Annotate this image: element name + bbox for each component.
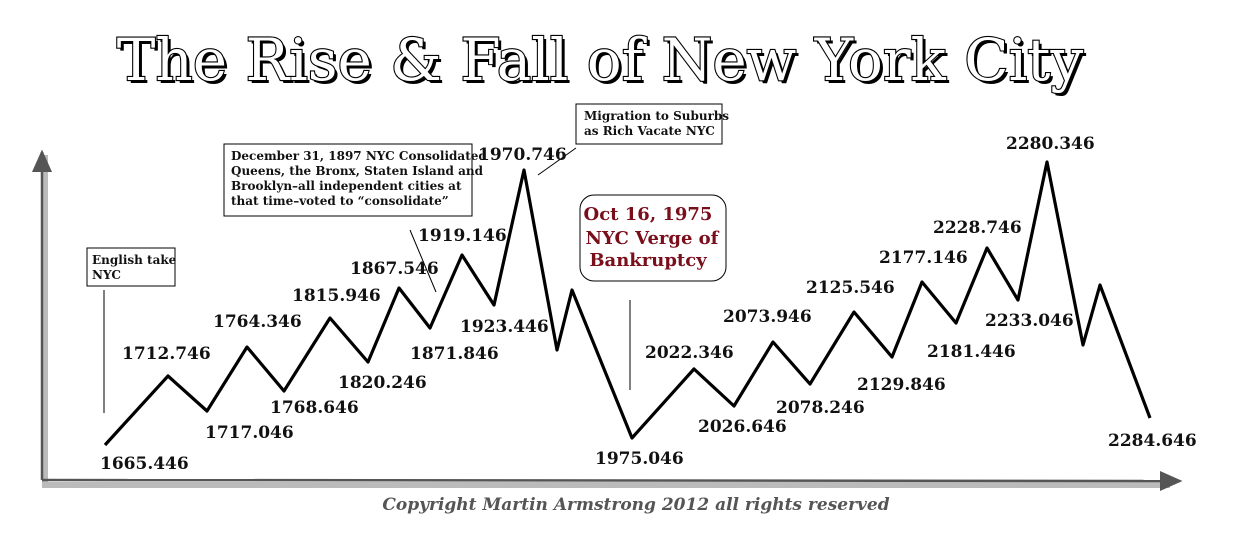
value-label: 1970.746	[478, 145, 567, 165]
chart-title-group: The Rise & Fall of New York City The Ris…	[116, 25, 1087, 97]
value-label: 1820.246	[338, 373, 427, 393]
annotation-line: Queens, the Bronx, Staten Island and	[231, 164, 484, 178]
pointer-lines	[103, 147, 631, 413]
value-label: 2073.946	[723, 307, 812, 327]
annotation-consolidation: December 31, 1897 NYC Consolidated Queen…	[223, 143, 487, 217]
annotation-bankruptcy: Oct 16, 1975 NYC Verge of Bankruptcy	[579, 194, 727, 282]
value-label: 2280.346	[1006, 134, 1095, 154]
annotation-line: English take	[92, 253, 177, 267]
value-label: 1712.746	[122, 344, 211, 364]
value-label: 2129.846	[857, 375, 946, 395]
annotation-line: Migration to Suburbs	[584, 109, 729, 123]
chart-title-shadow: The Rise & Fall of New York City	[120, 29, 1087, 97]
value-label: 1815.946	[292, 286, 381, 306]
value-labels: 1665.446 1712.746 1717.046 1764.346 1768…	[100, 134, 1197, 474]
annotation-line: Oct 16, 1975	[584, 204, 713, 225]
annotation-line: Brooklyn–all independent cities at	[231, 179, 462, 193]
annotation-box	[575, 103, 723, 145]
axis-shadow	[42, 155, 1170, 488]
annotation-line: that time–voted to “consolidate”	[231, 194, 449, 208]
annotation-box	[86, 247, 176, 287]
value-label: 1717.046	[205, 423, 294, 443]
annotation-line: Bankruptcy	[589, 250, 707, 271]
value-label: 1665.446	[100, 454, 189, 474]
value-label: 2078.246	[776, 398, 865, 418]
value-label: 2228.746	[933, 218, 1022, 238]
value-label: 2284.646	[1108, 431, 1197, 451]
value-label: 1768.646	[270, 398, 359, 418]
annotation-line: December 31, 1897 NYC Consolidated	[231, 149, 487, 163]
annotation-english: English take NYC	[86, 247, 177, 287]
series-line	[103, 160, 1152, 447]
annotation-box	[223, 143, 473, 217]
value-label: 2022.346	[645, 343, 734, 363]
value-label: 1975.046	[595, 449, 684, 469]
annotation-box	[579, 194, 727, 282]
value-label: 2026.646	[698, 417, 787, 437]
x-axis	[41, 470, 1183, 491]
chart-title: The Rise & Fall of New York City	[117, 26, 1084, 94]
copyright-text: Copyright Martin Armstrong 2012 all righ…	[382, 495, 889, 515]
value-label: 2177.146	[879, 248, 968, 268]
value-label: 1919.146	[418, 226, 507, 246]
value-label: 2125.546	[806, 278, 895, 298]
annotation-line: NYC Verge of	[586, 228, 720, 249]
value-label: 2181.446	[927, 342, 1016, 362]
pointer-migration	[537, 147, 577, 176]
value-label: 2233.046	[985, 311, 1074, 331]
value-label: 1867.546	[350, 259, 439, 279]
axes	[32, 149, 1183, 491]
value-label: 1871.846	[410, 344, 499, 364]
annotation-line: NYC	[92, 268, 121, 282]
annotation-migration: Migration to Suburbs as Rich Vacate NYC	[575, 103, 729, 145]
value-label: 1764.346	[213, 312, 302, 332]
value-label: 1923.446	[460, 317, 549, 337]
annotation-line: as Rich Vacate NYC	[584, 124, 715, 138]
pointer-consolidation	[409, 229, 437, 293]
